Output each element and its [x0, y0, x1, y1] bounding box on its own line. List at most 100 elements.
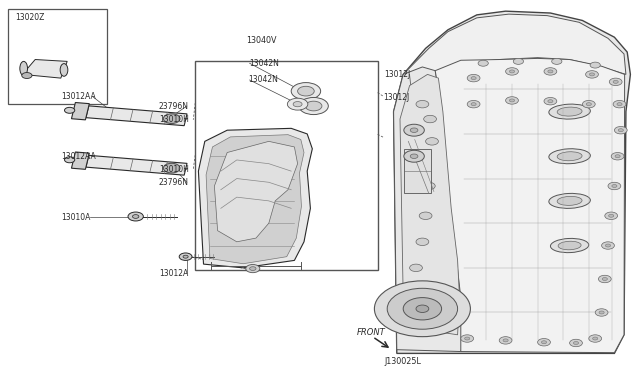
Polygon shape	[72, 152, 90, 169]
Circle shape	[609, 78, 622, 86]
Ellipse shape	[558, 241, 581, 250]
Text: 13012J: 13012J	[384, 70, 410, 79]
Text: 13040V: 13040V	[246, 36, 277, 45]
Circle shape	[404, 150, 424, 162]
Circle shape	[618, 129, 623, 132]
Circle shape	[416, 305, 429, 312]
Circle shape	[506, 97, 518, 104]
Circle shape	[548, 70, 553, 73]
Circle shape	[65, 157, 75, 163]
Ellipse shape	[549, 104, 590, 119]
Circle shape	[599, 311, 604, 314]
Ellipse shape	[549, 149, 590, 164]
Circle shape	[617, 103, 622, 106]
Bar	[195, 61, 378, 270]
Text: 23796N: 23796N	[159, 178, 189, 187]
Circle shape	[22, 73, 32, 78]
Text: 13042N: 13042N	[250, 59, 280, 68]
Circle shape	[605, 212, 618, 219]
Ellipse shape	[20, 61, 28, 76]
Circle shape	[461, 335, 474, 342]
Circle shape	[183, 255, 188, 258]
Circle shape	[419, 212, 432, 219]
Circle shape	[163, 163, 180, 173]
Circle shape	[589, 335, 602, 342]
Bar	[8, 9, 107, 104]
Circle shape	[544, 97, 557, 105]
Circle shape	[416, 238, 429, 246]
Polygon shape	[72, 103, 90, 120]
Polygon shape	[86, 106, 187, 126]
Polygon shape	[206, 135, 304, 264]
Ellipse shape	[549, 193, 590, 208]
Circle shape	[246, 264, 260, 273]
Circle shape	[595, 309, 608, 316]
Text: 13012AA: 13012AA	[61, 92, 95, 101]
Circle shape	[250, 267, 256, 270]
Polygon shape	[214, 141, 298, 242]
Circle shape	[424, 115, 436, 123]
Polygon shape	[435, 58, 625, 353]
Circle shape	[128, 212, 143, 221]
Polygon shape	[22, 60, 67, 78]
Ellipse shape	[550, 238, 589, 253]
Circle shape	[374, 281, 470, 337]
Circle shape	[298, 86, 314, 96]
Circle shape	[299, 97, 328, 115]
Circle shape	[541, 341, 547, 344]
Circle shape	[615, 155, 620, 158]
Circle shape	[416, 100, 429, 108]
Polygon shape	[198, 128, 312, 268]
Circle shape	[291, 83, 321, 100]
Circle shape	[471, 103, 476, 106]
Text: 23796N: 23796N	[159, 102, 189, 110]
Circle shape	[590, 62, 600, 68]
Circle shape	[609, 214, 614, 217]
Polygon shape	[400, 74, 460, 335]
Circle shape	[305, 101, 322, 111]
Polygon shape	[86, 155, 187, 175]
Text: 13012A: 13012A	[159, 269, 188, 278]
Text: 13012J: 13012J	[383, 93, 409, 102]
Circle shape	[426, 138, 438, 145]
Circle shape	[403, 298, 442, 320]
Circle shape	[602, 278, 607, 280]
Circle shape	[499, 337, 512, 344]
Circle shape	[613, 80, 618, 83]
Ellipse shape	[557, 152, 582, 161]
Polygon shape	[403, 14, 626, 78]
Circle shape	[506, 68, 518, 75]
Circle shape	[548, 100, 553, 103]
Circle shape	[509, 70, 515, 73]
Ellipse shape	[557, 196, 582, 205]
Circle shape	[608, 182, 621, 190]
Circle shape	[544, 68, 557, 75]
Circle shape	[509, 99, 515, 102]
Circle shape	[467, 74, 480, 82]
Circle shape	[593, 337, 598, 340]
Circle shape	[586, 71, 598, 78]
Circle shape	[570, 339, 582, 347]
Circle shape	[465, 337, 470, 340]
Circle shape	[602, 242, 614, 249]
Circle shape	[387, 288, 458, 329]
Ellipse shape	[60, 64, 68, 76]
Text: 13010A: 13010A	[61, 213, 90, 222]
Circle shape	[287, 98, 308, 110]
Circle shape	[582, 100, 595, 108]
Circle shape	[293, 102, 302, 107]
Ellipse shape	[557, 107, 582, 116]
Circle shape	[410, 154, 418, 158]
Circle shape	[613, 100, 626, 108]
Circle shape	[573, 341, 579, 344]
Circle shape	[471, 77, 476, 80]
Circle shape	[598, 275, 611, 283]
Text: 13010H: 13010H	[159, 165, 189, 174]
Text: 13012AA: 13012AA	[61, 152, 95, 161]
Bar	[404, 149, 431, 193]
Circle shape	[611, 153, 624, 160]
Text: FRONT: FRONT	[356, 328, 385, 337]
Circle shape	[478, 60, 488, 66]
Polygon shape	[394, 67, 464, 352]
Circle shape	[410, 128, 418, 132]
